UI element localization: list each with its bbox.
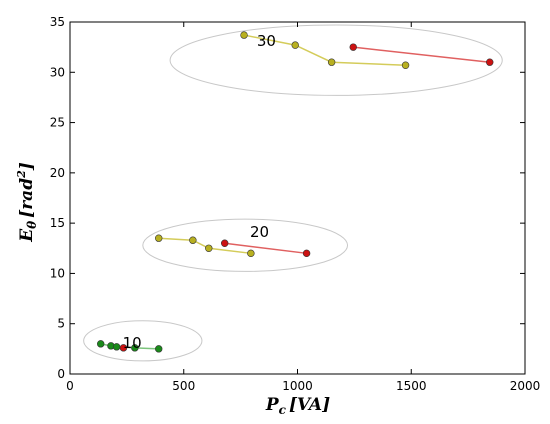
group-ellipse: [83, 320, 203, 362]
x-axis-label: Pc [VA]: [265, 395, 330, 417]
y-tick-label: 20: [50, 166, 65, 180]
x-tick-label: 1000: [282, 379, 313, 393]
data-point: [247, 249, 255, 258]
y-tick-label: 15: [50, 216, 65, 230]
y-tick-label: 0: [57, 367, 65, 381]
y-tick-label: 5: [57, 317, 65, 331]
data-point: [155, 234, 163, 242]
series-line: [158, 237, 251, 255]
data-point: [240, 31, 248, 39]
data-point: [119, 344, 128, 352]
group-ellipses: [83, 24, 503, 362]
series-layer: [97, 31, 494, 353]
series-line: [243, 34, 406, 66]
data-point: [302, 249, 311, 258]
data-point: [327, 58, 336, 66]
data-point: [97, 340, 105, 348]
data-point: [205, 244, 213, 252]
data-point: [189, 236, 197, 244]
y-tick-label: 10: [50, 266, 65, 280]
group-label: 20: [250, 223, 269, 241]
group-label: 30: [257, 32, 276, 50]
data-point: [486, 58, 494, 66]
y-tick-label: 35: [50, 15, 65, 29]
y-tick-label: 25: [50, 116, 65, 130]
data-point: [131, 344, 139, 352]
data-point: [349, 43, 357, 51]
data-point: [155, 345, 163, 353]
x-tick-label: 0: [66, 379, 74, 393]
group-ellipse: [169, 24, 503, 96]
data-point: [221, 239, 229, 247]
x-tick-label: 1500: [396, 379, 427, 393]
group-ellipse: [142, 218, 349, 272]
axis-ticks: 0 500 1000 1500 2000 0 5 10 15 20 25 30 35: [50, 15, 541, 393]
data-point: [291, 41, 299, 49]
group-label: 10: [123, 334, 142, 352]
series-line: [224, 242, 307, 255]
y-tick-label: 30: [50, 65, 65, 79]
group-labels: 10 20 30: [123, 32, 276, 352]
data-point: [112, 343, 121, 351]
x-tick-label: 2000: [510, 379, 541, 393]
data-point: [401, 61, 410, 69]
series-line: [353, 46, 490, 63]
y-axis-label: Eθ[rad2]: [15, 162, 39, 243]
x-tick-label: 500: [172, 379, 195, 393]
